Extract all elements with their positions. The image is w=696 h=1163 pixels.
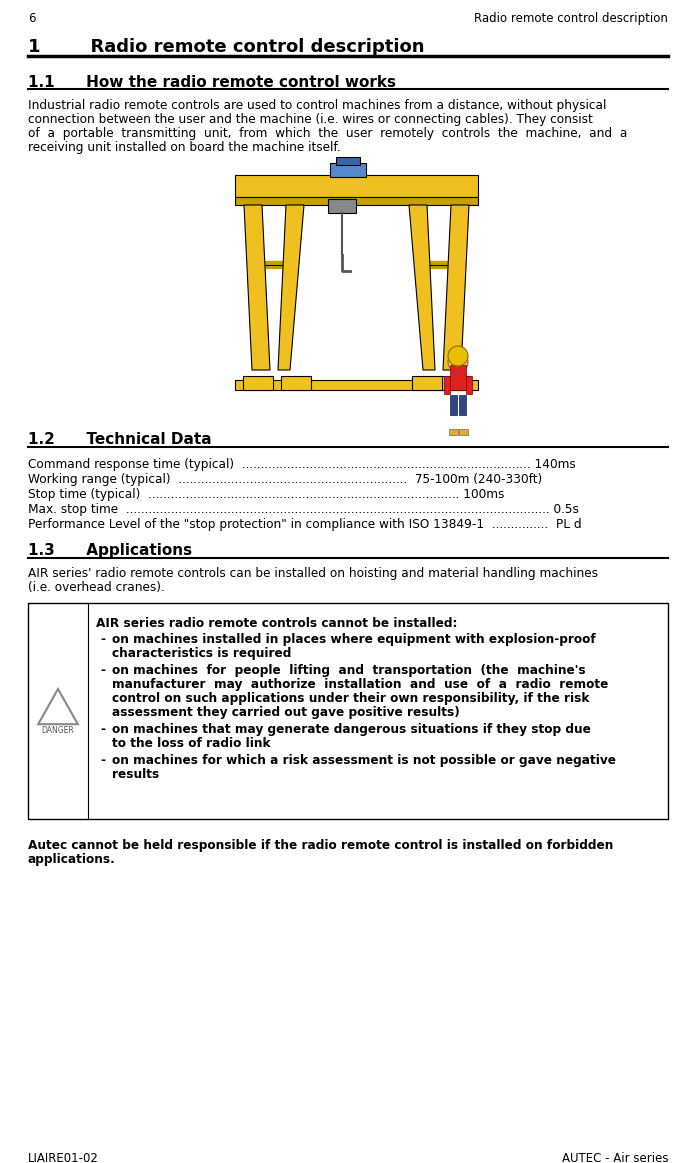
Text: -: - [100, 664, 105, 677]
Polygon shape [244, 205, 270, 370]
Bar [281, 376, 311, 390]
Bar [243, 376, 273, 390]
Text: manufacturer  may  authorize  installation  and  use  of  a  radio  remote: manufacturer may authorize installation … [112, 678, 608, 691]
Bar [450, 365, 466, 390]
Bar [466, 376, 472, 394]
Text: assessment they carried out gave positive results): assessment they carried out gave positiv… [112, 706, 460, 719]
Text: -: - [100, 754, 105, 768]
Text: applications.: applications. [28, 852, 116, 866]
Text: of  a  portable  transmitting  unit,  from  which  the  user  remotely  controls: of a portable transmitting unit, from wh… [28, 127, 627, 140]
Bar [450, 395, 457, 415]
Text: DANGER: DANGER [42, 726, 74, 735]
Text: Working range (typical)  .......................................................: Working range (typical) ................… [28, 473, 542, 486]
Bar [235, 380, 478, 390]
Bar [28, 602, 668, 819]
Bar [444, 376, 450, 394]
Polygon shape [443, 205, 469, 370]
Bar [336, 157, 360, 165]
Text: on machines  for  people  lifting  and  transportation  (the  machine's: on machines for people lifting and trans… [112, 664, 585, 677]
Text: Radio remote control description: Radio remote control description [474, 12, 668, 24]
Text: Max. stop time  ................................................................: Max. stop time .........................… [28, 504, 579, 516]
Bar [459, 429, 468, 435]
Text: LIAIRE01-02: LIAIRE01-02 [28, 1153, 99, 1163]
Text: 1        Radio remote control description: 1 Radio remote control description [28, 38, 425, 56]
Text: receiving unit installed on board the machine itself.: receiving unit installed on board the ma… [28, 141, 340, 154]
Text: to the loss of radio link: to the loss of radio link [112, 737, 271, 750]
Text: control on such applications under their own responsibility, if the risk: control on such applications under their… [112, 692, 590, 705]
Text: characteristics is required: characteristics is required [112, 647, 292, 659]
Polygon shape [409, 205, 435, 370]
Bar [330, 163, 366, 177]
Circle shape [448, 352, 468, 372]
Text: AIR series' radio remote controls can be installed on hoisting and material hand: AIR series' radio remote controls can be… [28, 568, 598, 580]
Text: Industrial radio remote controls are used to control machines from a distance, w: Industrial radio remote controls are use… [28, 99, 606, 112]
Text: Command response time (typical)  ...............................................: Command response time (typical) ........… [28, 458, 576, 471]
Bar [412, 376, 442, 390]
Bar [235, 197, 478, 205]
Text: -: - [100, 723, 105, 736]
Polygon shape [38, 688, 78, 725]
Text: 6: 6 [28, 12, 35, 24]
Text: 1.2      Technical Data: 1.2 Technical Data [28, 431, 212, 447]
Text: !: ! [54, 702, 63, 722]
Text: results: results [112, 768, 159, 782]
Text: 1.1      How the radio remote control works: 1.1 How the radio remote control works [28, 74, 396, 90]
Text: -: - [100, 633, 105, 645]
Text: on machines that may generate dangerous situations if they stop due: on machines that may generate dangerous … [112, 723, 591, 736]
Text: on machines for which a risk assessment is not possible or gave negative: on machines for which a risk assessment … [112, 754, 616, 768]
Text: AUTEC - Air series: AUTEC - Air series [562, 1153, 668, 1163]
Text: Autec cannot be held responsible if the radio remote control is installed on for: Autec cannot be held responsible if the … [28, 839, 613, 852]
Text: Performance Level of the "stop protection" in compliance with ISO 13849-1  .....: Performance Level of the "stop protectio… [28, 518, 582, 531]
Bar [449, 429, 458, 435]
Polygon shape [278, 205, 304, 370]
Bar [328, 199, 356, 213]
Text: (i.e. overhead cranes).: (i.e. overhead cranes). [28, 582, 165, 594]
Bar [459, 395, 466, 415]
Text: AIR series radio remote controls cannot be installed:: AIR series radio remote controls cannot … [96, 618, 457, 630]
Bar [440, 376, 470, 390]
Circle shape [448, 347, 468, 366]
Text: on machines installed in places where equipment with explosion-proof: on machines installed in places where eq… [112, 633, 596, 645]
Text: 1.3      Applications: 1.3 Applications [28, 543, 192, 558]
Bar [235, 174, 478, 197]
Text: Stop time (typical)  ...........................................................: Stop time (typical) ....................… [28, 488, 505, 501]
Text: connection between the user and the machine (i.e. wires or connecting cables). T: connection between the user and the mach… [28, 113, 593, 126]
